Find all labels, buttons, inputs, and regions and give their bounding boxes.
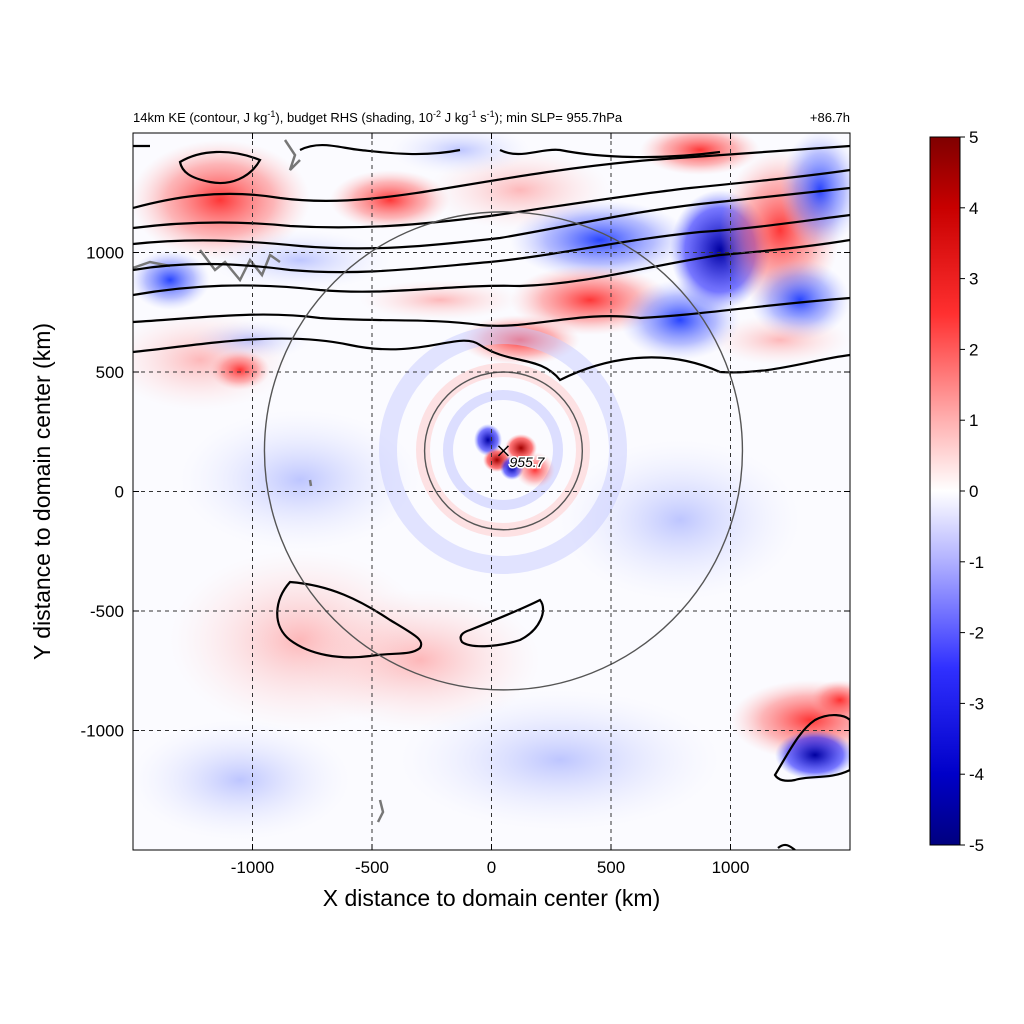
x-tick-label: 500: [597, 858, 625, 877]
x-tick-label: 0: [487, 858, 496, 877]
colorbar-tick-label: -4: [969, 765, 984, 784]
chart-title-right: +86.7h: [810, 110, 850, 125]
ke-contours: [133, 144, 850, 850]
colorbar-tick-label: 0: [969, 482, 978, 501]
y-tick-label: 0: [115, 483, 124, 502]
y-tick-label: 1000: [86, 244, 124, 263]
colorbar-tick-label: 5: [969, 128, 978, 147]
colorbar-tick-label: -1: [969, 553, 984, 572]
colorbar-tick-label: 2: [969, 340, 978, 359]
chart-title-left: 14km KE (contour, J kg-1), budget RHS (s…: [133, 109, 623, 125]
colorbar-tick-label: -5: [969, 836, 984, 855]
x-axis-ticks: -1000 -500 0 500 1000: [231, 133, 750, 877]
y-tick-label: 500: [96, 363, 124, 382]
x-tick-label: -1000: [231, 858, 274, 877]
colorbar-gradient: [929, 136, 961, 846]
storm-center-x-icon: [497, 445, 509, 457]
coastline: [133, 139, 385, 823]
y-tick-label: -1000: [81, 722, 124, 741]
x-tick-label: 1000: [712, 858, 750, 877]
colorbar-tick-label: -2: [969, 624, 984, 643]
colorbar-tick-label: 1: [969, 411, 978, 430]
colorbar-tick-label: -3: [969, 694, 984, 713]
shading-field: [133, 133, 850, 840]
colorbar-tick-label: 3: [969, 270, 978, 289]
storm-center-label: 955.7: [509, 454, 545, 470]
x-axis-label: X distance to domain center (km): [323, 885, 660, 911]
range-ring: [263, 211, 744, 691]
colorbar: 5 4 3 2 1 0 -1 -2 -3 -4 -5: [929, 128, 984, 855]
colorbar-tick-label: 4: [969, 199, 978, 218]
y-axis-ticks: -1000 -500 0 500 1000: [81, 244, 850, 741]
y-tick-label: -500: [90, 602, 124, 621]
storm-center-label-halo: 955.7: [509, 454, 545, 470]
colorbar-ticks: 5 4 3 2 1 0 -1 -2 -3 -4 -5: [960, 128, 984, 855]
y-axis-label: Y distance to domain center (km): [29, 323, 55, 660]
x-tick-label: -500: [355, 858, 389, 877]
